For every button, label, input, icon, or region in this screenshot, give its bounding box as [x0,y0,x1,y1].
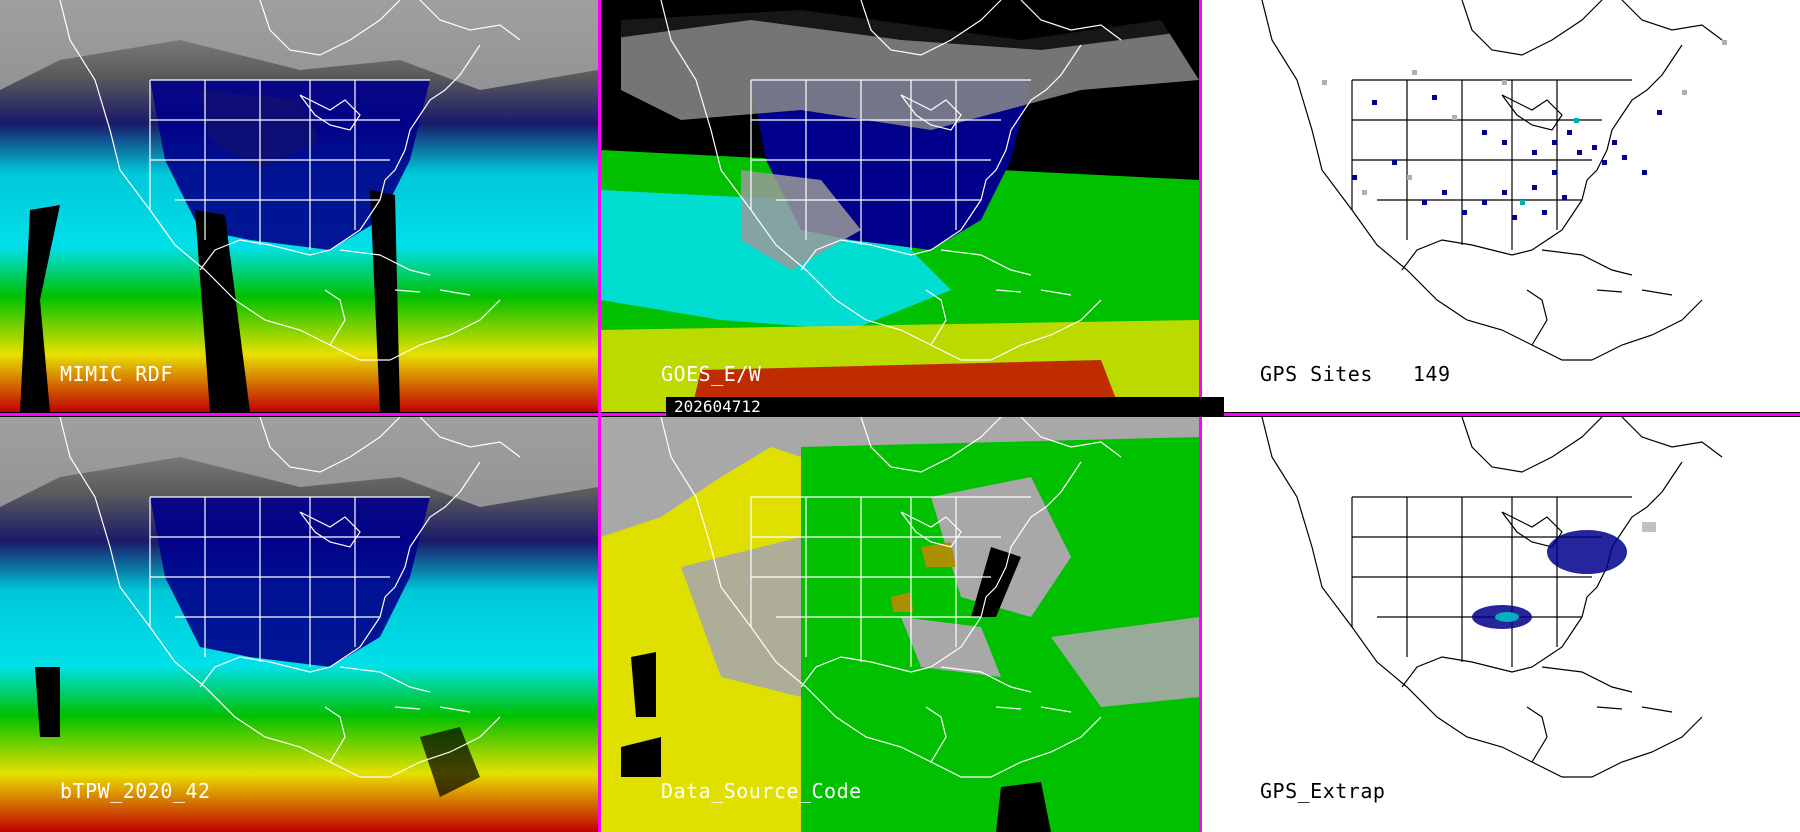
gps-sites-label: GPS Sites 149 [1260,362,1451,386]
gps-site-markers [1352,95,1662,220]
data-source-panel: Data_Source_Code [601,417,1199,832]
mimic-label: MIMIC RDF [60,362,173,386]
goes-label: GOES_E/W [661,362,762,386]
btpw-map [0,417,598,832]
gps-sites-title: GPS Sites [1260,362,1373,386]
gps-sites-map [1202,0,1800,412]
goes-map [601,0,1199,412]
data-source-label: Data_Source_Code [661,779,862,803]
goes-panel: GOES_E/W [601,0,1199,412]
gps-extrap-map [1202,417,1800,832]
gps-sites-panel: GPS Sites 149 [1202,0,1800,412]
timestamp-bar: 202604712 [666,397,1224,417]
btpw-label: bTPW_2020_42 [60,779,211,803]
gps-sites-count: 149 [1412,362,1451,386]
gps-extrap-label: GPS_Extrap [1260,779,1386,803]
mimic-panel: MIMIC RDF [0,0,598,412]
gps-extrap-region-ohio-valley [1547,530,1627,574]
gps-extrap-panel: GPS_Extrap [1202,417,1800,832]
data-source-map [601,417,1199,832]
separator-vertical-left [598,0,601,832]
btpw-panel: bTPW_2020_42 [0,417,598,832]
mimic-map [0,0,598,412]
